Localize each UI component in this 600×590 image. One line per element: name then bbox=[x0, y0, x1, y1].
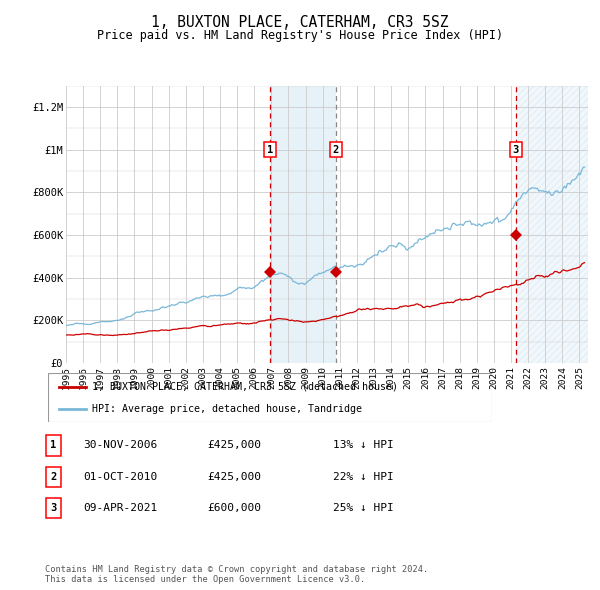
Text: HPI: Average price, detached house, Tandridge: HPI: Average price, detached house, Tand… bbox=[92, 404, 362, 414]
Text: 09-APR-2021: 09-APR-2021 bbox=[83, 503, 157, 513]
Text: 30-NOV-2006: 30-NOV-2006 bbox=[83, 441, 157, 450]
Text: 1: 1 bbox=[50, 441, 56, 450]
Text: 2: 2 bbox=[332, 145, 338, 155]
Text: 22% ↓ HPI: 22% ↓ HPI bbox=[333, 472, 394, 481]
Text: Price paid vs. HM Land Registry's House Price Index (HPI): Price paid vs. HM Land Registry's House … bbox=[97, 30, 503, 42]
Text: £600,000: £600,000 bbox=[207, 503, 261, 513]
Text: 2: 2 bbox=[50, 472, 56, 481]
Text: 13% ↓ HPI: 13% ↓ HPI bbox=[333, 441, 394, 450]
Text: £425,000: £425,000 bbox=[207, 472, 261, 481]
Text: 1, BUXTON PLACE, CATERHAM, CR3 5SZ: 1, BUXTON PLACE, CATERHAM, CR3 5SZ bbox=[151, 15, 449, 30]
Text: 01-OCT-2010: 01-OCT-2010 bbox=[83, 472, 157, 481]
Text: 1: 1 bbox=[267, 145, 273, 155]
Bar bbox=[515, 86, 588, 363]
Text: 3: 3 bbox=[512, 145, 519, 155]
Text: £425,000: £425,000 bbox=[207, 441, 261, 450]
Text: 1, BUXTON PLACE, CATERHAM, CR3 5SZ (detached house): 1, BUXTON PLACE, CATERHAM, CR3 5SZ (deta… bbox=[92, 382, 398, 392]
Bar bbox=[270, 86, 335, 363]
Text: Contains HM Land Registry data © Crown copyright and database right 2024.
This d: Contains HM Land Registry data © Crown c… bbox=[45, 565, 428, 584]
Text: 25% ↓ HPI: 25% ↓ HPI bbox=[333, 503, 394, 513]
Text: 3: 3 bbox=[50, 503, 56, 513]
